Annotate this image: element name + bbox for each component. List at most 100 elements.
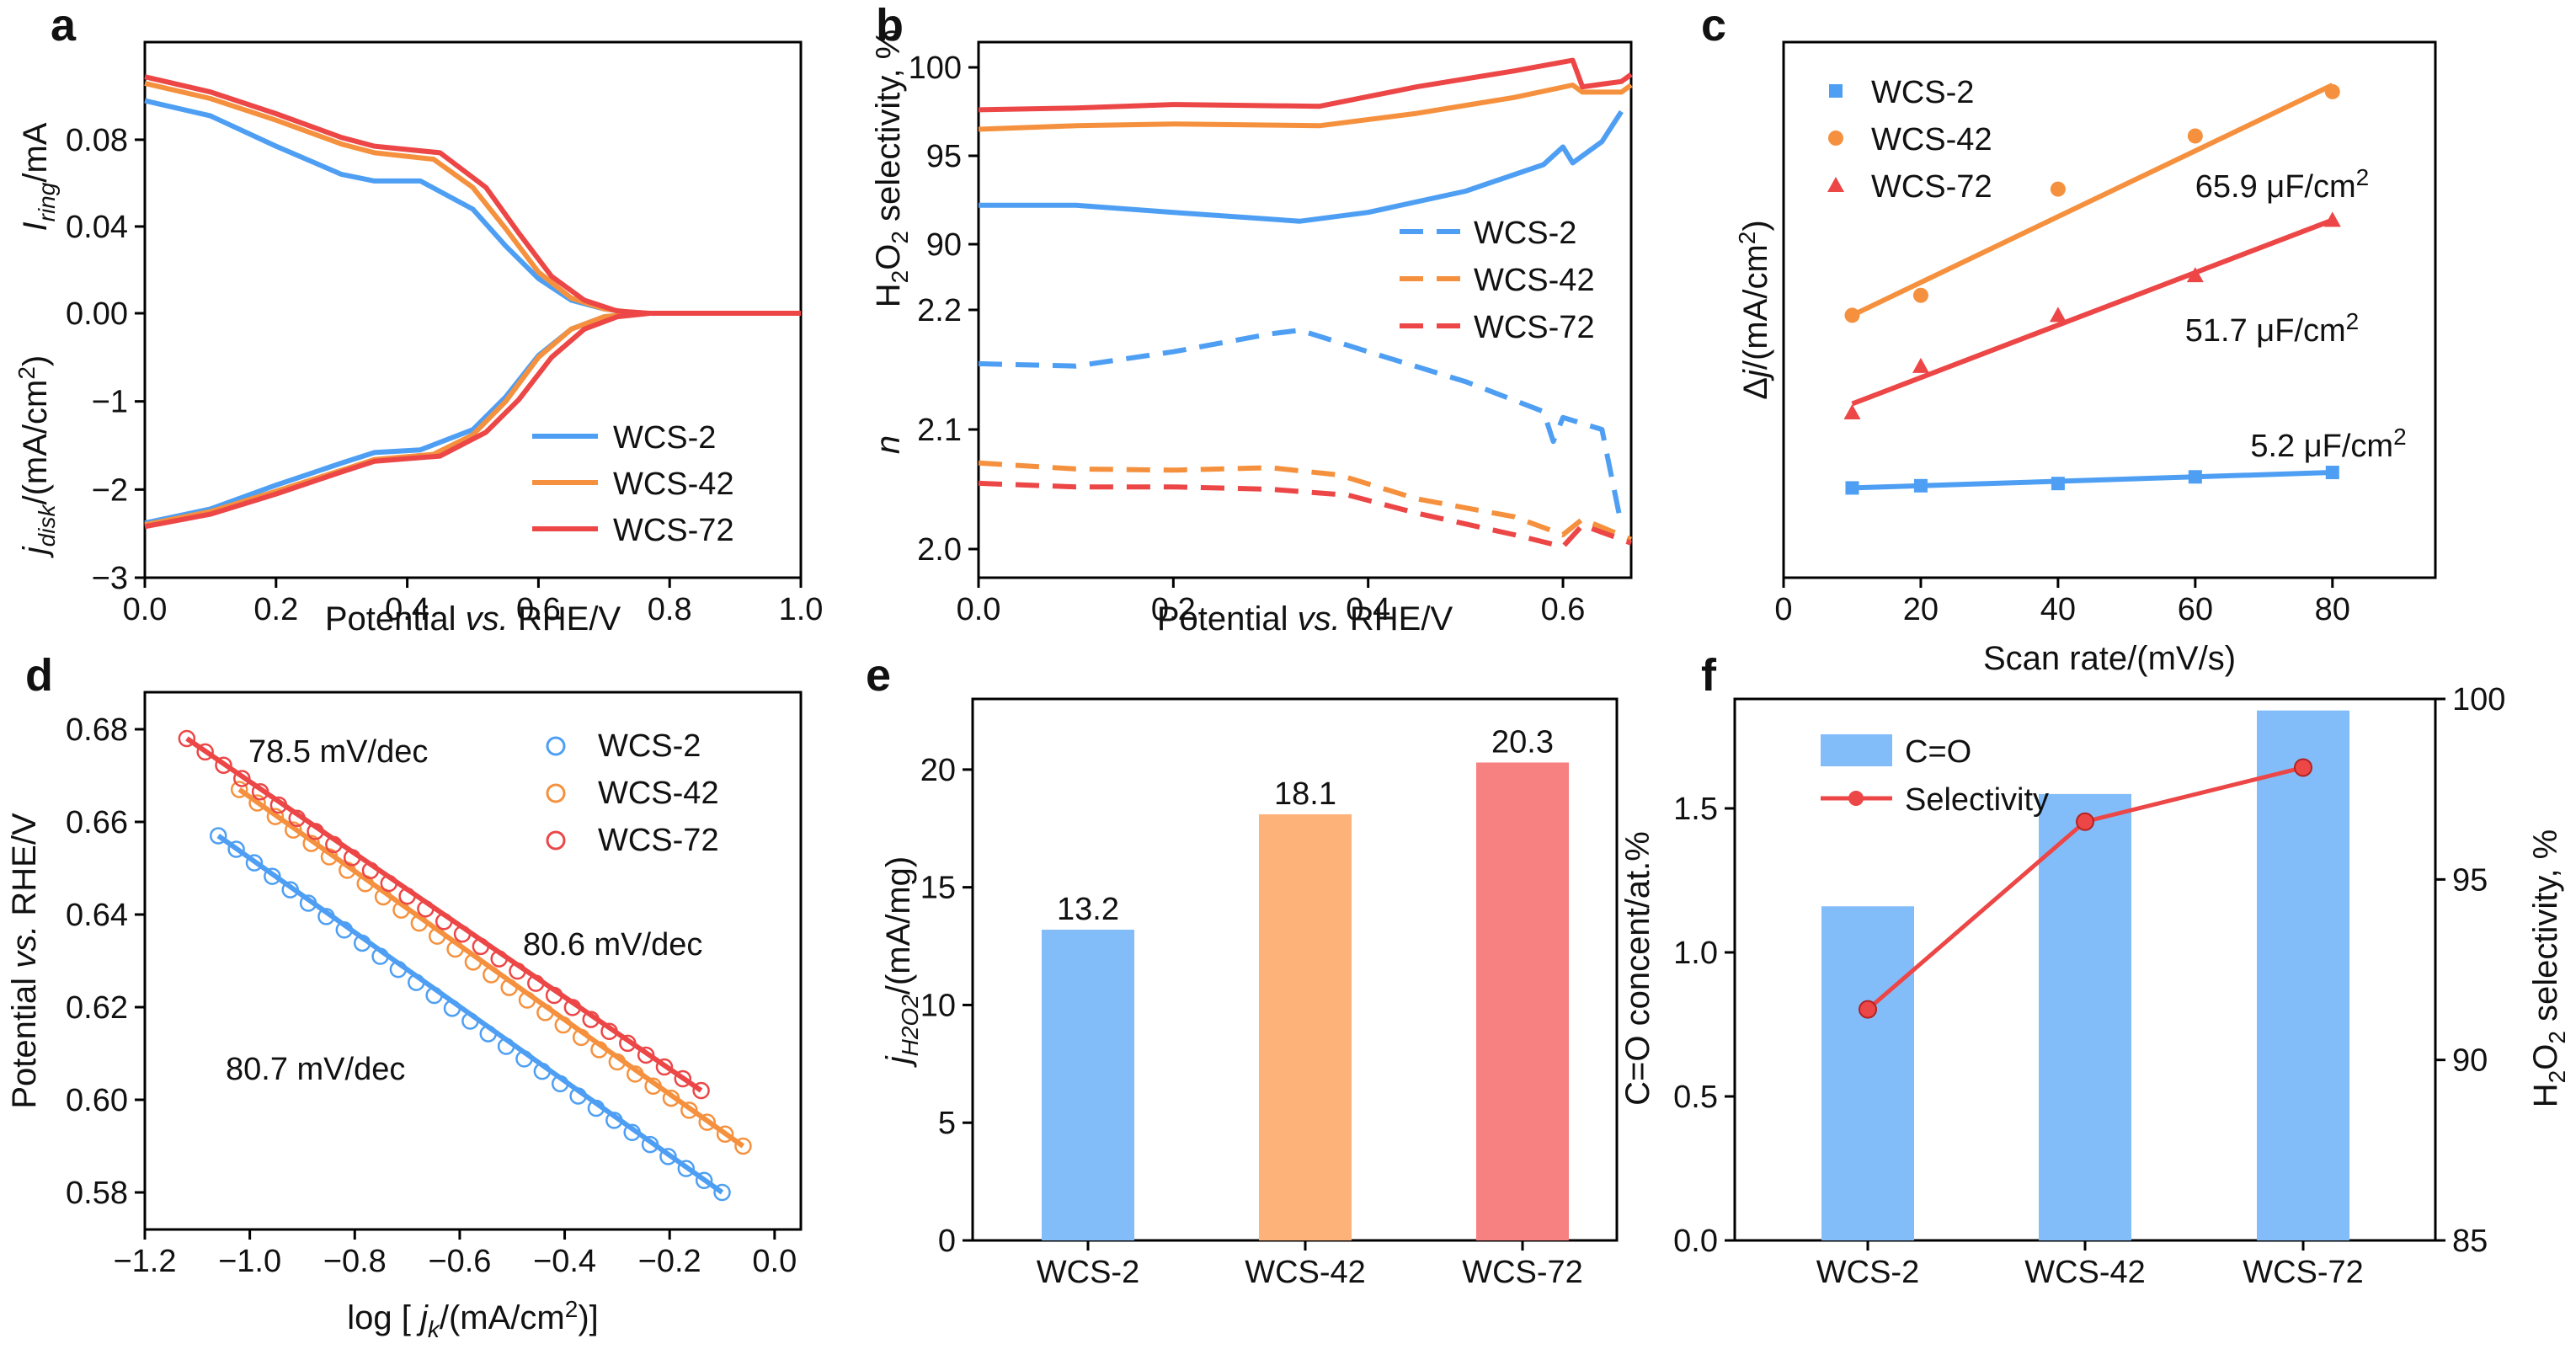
- panel-d-point-WCS-72: [655, 1058, 674, 1076]
- panel-b-xtick: 0.0: [957, 592, 1001, 627]
- panel-c-annotation: 5.2 μF/cm2: [2250, 424, 2406, 464]
- panel-d-point-WCS-72: [509, 962, 526, 980]
- panel-d-point-WCS-72: [325, 835, 343, 854]
- panel-d-point-WCS-2: [659, 1148, 677, 1165]
- panel-c-point: [2325, 466, 2339, 480]
- panel-d-point-WCS-72: [674, 1069, 692, 1088]
- panel-d-point-WCS-72: [582, 1011, 600, 1028]
- panel-d-point-WCS-2: [353, 934, 371, 952]
- panel-c-frame: [1782, 40, 2437, 579]
- panel-e-xtick: WCS-72: [1462, 1255, 1583, 1290]
- panel-f-ytick-right: 85: [2452, 1224, 2488, 1259]
- panel-e-ylabel: jH2O2/(mA/mg): [880, 856, 923, 1068]
- panel-d-point-WCS-42: [285, 821, 302, 839]
- panel-f-label: f: [1701, 650, 1717, 701]
- panel-d-point-WCS-72: [343, 849, 361, 867]
- panel-c-legend-marker: [1828, 131, 1843, 146]
- panel-a-xtick: 0.2: [253, 592, 298, 627]
- panel-f-legend-swatch-point: [1848, 791, 1864, 806]
- panel-d-xtick: −0.8: [323, 1244, 387, 1279]
- panel-d-point-WCS-42: [698, 1113, 716, 1131]
- panel-d-ytick: 0.58: [66, 1176, 128, 1211]
- panel-d-point-WCS-72: [269, 796, 288, 814]
- panel-f-legend-swatch-bar: [1821, 734, 1892, 766]
- panel-b-selectivity-line-WCS-72: [978, 57, 1633, 113]
- panel-c-xtick: 0: [1774, 592, 1792, 627]
- panel-b-n-line-WCS-72: [978, 480, 1633, 550]
- panel-b-xtick: 0.4: [1346, 592, 1390, 627]
- panel-f-xtick: WCS-2: [1816, 1255, 1919, 1290]
- panel-e-label: e: [866, 650, 891, 701]
- panel-d-point-WCS-72: [453, 925, 472, 943]
- panel-d-legend-label: WCS-72: [598, 823, 719, 858]
- panel-c-point: [1912, 287, 1928, 303]
- panel-b-n-line-WCS-42: [978, 460, 1633, 542]
- panel-b-xlabel: Potential vs. RHE/V: [1157, 600, 1453, 637]
- panel-d-point-WCS-42: [266, 808, 285, 825]
- panel-d-point-WCS-2: [443, 1000, 461, 1017]
- panel-d-point-WCS-2: [551, 1075, 569, 1093]
- panel-e-ytick: 20: [920, 753, 956, 788]
- panel-c-point: [1845, 481, 1859, 495]
- panel-d-point-WCS-72: [361, 861, 380, 879]
- panel-c-fit-line-WCS-42: [1851, 83, 2334, 318]
- panel-d-point-WCS-2: [281, 881, 299, 899]
- panel-b-selectivity-line-WCS-42: [978, 83, 1633, 132]
- panel-a-xtick: 0.6: [516, 592, 561, 627]
- panel-c-point: [2188, 470, 2202, 484]
- panel-b-ytick-top: 95: [926, 139, 962, 174]
- panel-d-point-WCS-42: [716, 1125, 734, 1144]
- panel-e-xtick: WCS-2: [1037, 1255, 1139, 1290]
- panel-d-legend-marker: [546, 783, 566, 803]
- panel-c-point: [2049, 307, 2067, 323]
- panel-d-point-WCS-2: [264, 867, 281, 885]
- panel-a-ring-line-WCS-72: [144, 74, 801, 316]
- panel-d-ytick: 0.60: [66, 1083, 128, 1118]
- panel-d-point-WCS-42: [446, 940, 464, 958]
- panel-a-label: a: [51, 0, 77, 51]
- panel-a-ring-line-WCS-42: [144, 80, 801, 316]
- panel-d-xlabel: log [ jk/(mA/cm2)]: [347, 1296, 599, 1342]
- panel-b-legend-label: WCS-42: [1474, 263, 1595, 298]
- panel-d-xtick: −0.2: [638, 1244, 701, 1279]
- panel-b-legend-label: WCS-2: [1474, 216, 1576, 251]
- panel-f-ytick: 1.0: [1673, 936, 1718, 971]
- panel-d-point-WCS-2: [227, 840, 245, 858]
- panel-b-xtick: 0.6: [1541, 592, 1586, 627]
- panel-d-annotation: 80.7 mV/dec: [226, 1052, 405, 1087]
- panel-c-ylabel: Δj/(mA/cm2): [1734, 220, 1774, 399]
- panel-d-point-WCS-2: [713, 1183, 731, 1202]
- panel-b-label: b: [876, 0, 904, 51]
- panel-f-ylabel-right: H2O2 selectivity, %: [2527, 829, 2570, 1108]
- panel-f-selectivity-point: [2294, 758, 2312, 777]
- panel-d-point-WCS-2: [623, 1123, 641, 1142]
- panel-d-ylabel: Potential vs. RHE/V: [6, 813, 43, 1109]
- panel-a-ytick-top: 0.04: [66, 210, 128, 245]
- panel-e-bar-WCS-2: [1042, 929, 1134, 1240]
- panel-d-xtick: −1.0: [218, 1244, 281, 1279]
- panel-d-legend-label: WCS-42: [598, 776, 719, 811]
- panel-d-point-WCS-72: [380, 874, 398, 893]
- panel-d-point-WCS-2: [515, 1050, 533, 1068]
- panel-f-ytick: 0.0: [1673, 1224, 1718, 1259]
- panel-a-xtick: 0.4: [385, 592, 429, 627]
- panel-c-xtick: 40: [2040, 592, 2076, 627]
- panel-f-ytick-right: 100: [2452, 682, 2505, 717]
- panel-a-ylabel-top: Iring/mA: [17, 122, 60, 231]
- panel-d-point-WCS-72: [619, 1034, 637, 1053]
- panel-e-ytick: 5: [938, 1106, 956, 1141]
- panel-d-point-WCS-72: [490, 950, 508, 968]
- panel-c-legend-label: WCS-72: [1871, 169, 1992, 205]
- panel-d-point-WCS-2: [299, 894, 317, 912]
- panel-a-ring-line-WCS-2: [144, 98, 801, 316]
- panel-e-value-label: 20.3: [1491, 724, 1554, 760]
- panel-a-xlabel: Potential vs. RHE/V: [325, 600, 621, 637]
- panel-d-point-WCS-42: [680, 1101, 698, 1119]
- panel-d-xtick: −0.6: [428, 1244, 491, 1279]
- panel-d-point-WCS-72: [435, 913, 453, 931]
- panel-a-disk-line-WCS-72: [144, 311, 801, 530]
- panel-d-legend-marker: [546, 736, 566, 756]
- panel-c-point: [2187, 128, 2203, 144]
- panel-e-ytick: 10: [920, 988, 956, 1023]
